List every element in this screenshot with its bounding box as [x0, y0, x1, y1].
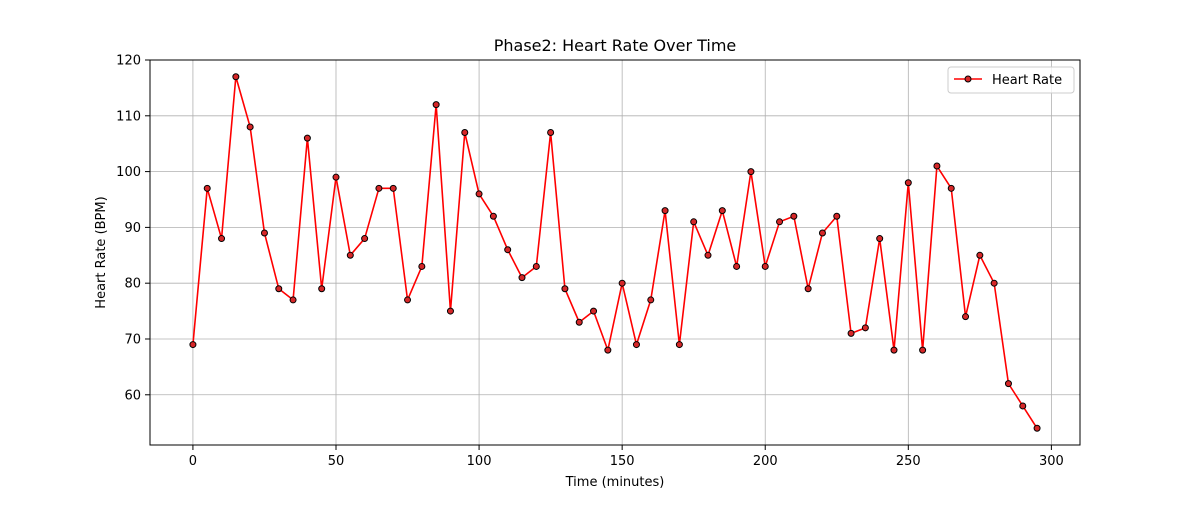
plot-area-frame: [149, 59, 1081, 446]
data-point: [375, 184, 383, 192]
data-point: [904, 179, 912, 187]
data-point: [232, 73, 240, 81]
data-point: [704, 251, 712, 259]
x-tick-label: 150: [610, 454, 635, 469]
chart-title: Phase2: Heart Rate Over Time: [494, 36, 737, 55]
data-point: [246, 123, 254, 131]
series-line: [192, 75, 1038, 429]
x-tick-label: 50: [328, 454, 345, 469]
data-point: [790, 212, 798, 220]
legend: Heart Rate: [947, 66, 1075, 94]
data-point: [218, 235, 226, 243]
data-point: [404, 296, 412, 304]
y-tick-label: 120: [116, 54, 141, 69]
y-tick-label: 80: [124, 277, 141, 292]
data-point: [260, 229, 268, 237]
data-point: [489, 212, 497, 220]
legend-box: [947, 66, 1075, 94]
data-point: [575, 318, 583, 326]
x-tick-label: 200: [753, 454, 778, 469]
x-tick-label: 250: [896, 454, 921, 469]
data-point: [976, 251, 984, 259]
data-point: [833, 212, 841, 220]
y-axis: 60 70 80 90 100 110 120: [116, 54, 150, 403]
data-point: [604, 346, 612, 354]
data-point: [547, 129, 555, 137]
data-point: [1019, 402, 1027, 410]
data-point: [919, 346, 927, 354]
x-axis: 0 50 100 150 200 250 300: [189, 445, 1064, 469]
data-point: [446, 307, 454, 315]
data-point: [289, 296, 297, 304]
data-point: [518, 274, 526, 282]
grid: [150, 59, 1080, 445]
data-point: [761, 262, 769, 270]
data-point: [990, 279, 998, 287]
data-point: [475, 190, 483, 198]
y-tick-label: 90: [124, 221, 141, 236]
data-point: [1004, 380, 1012, 388]
data-point: [847, 329, 855, 337]
data-point: [804, 285, 812, 293]
data-point: [632, 341, 640, 349]
data-point: [947, 184, 955, 192]
x-axis-label: Time (minutes): [565, 475, 665, 490]
y-tick-label: 100: [116, 165, 141, 180]
data-point: [561, 285, 569, 293]
data-point: [718, 207, 726, 215]
data-point: [418, 262, 426, 270]
data-point: [461, 129, 469, 137]
data-point: [303, 134, 311, 142]
data-point: [590, 307, 598, 315]
data-point: [933, 162, 941, 170]
data-point: [675, 341, 683, 349]
y-tick-label: 110: [116, 109, 141, 124]
data-point: [776, 218, 784, 226]
data-point: [1033, 424, 1041, 432]
data-point: [361, 235, 369, 243]
data-point: [346, 251, 354, 259]
data-point: [747, 168, 755, 176]
data-point: [332, 173, 340, 181]
series-layer: [189, 73, 1041, 432]
data-point: [876, 235, 884, 243]
data-point: [504, 246, 512, 254]
data-point: [532, 262, 540, 270]
data-point: [318, 285, 326, 293]
x-tick-label: 0: [189, 454, 197, 469]
data-point: [890, 346, 898, 354]
x-tick-label: 100: [467, 454, 492, 469]
y-axis-label: Heart Rate (BPM): [94, 196, 109, 308]
legend-entry-heart-rate: Heart Rate: [992, 73, 1062, 88]
y-tick-label: 70: [124, 332, 141, 347]
data-point: [647, 296, 655, 304]
data-point: [203, 184, 211, 192]
y-tick-label: 60: [124, 388, 141, 403]
data-point: [432, 101, 440, 109]
data-point: [389, 184, 397, 192]
data-point: [861, 324, 869, 332]
data-point: [189, 341, 197, 349]
data-point: [661, 207, 669, 215]
data-point: [618, 279, 626, 287]
data-point: [733, 262, 741, 270]
data-point: [690, 218, 698, 226]
legend-marker-swatch: [964, 75, 972, 83]
data-point: [275, 285, 283, 293]
data-point: [962, 313, 970, 321]
data-point: [818, 229, 826, 237]
x-tick-label: 300: [1039, 454, 1064, 469]
